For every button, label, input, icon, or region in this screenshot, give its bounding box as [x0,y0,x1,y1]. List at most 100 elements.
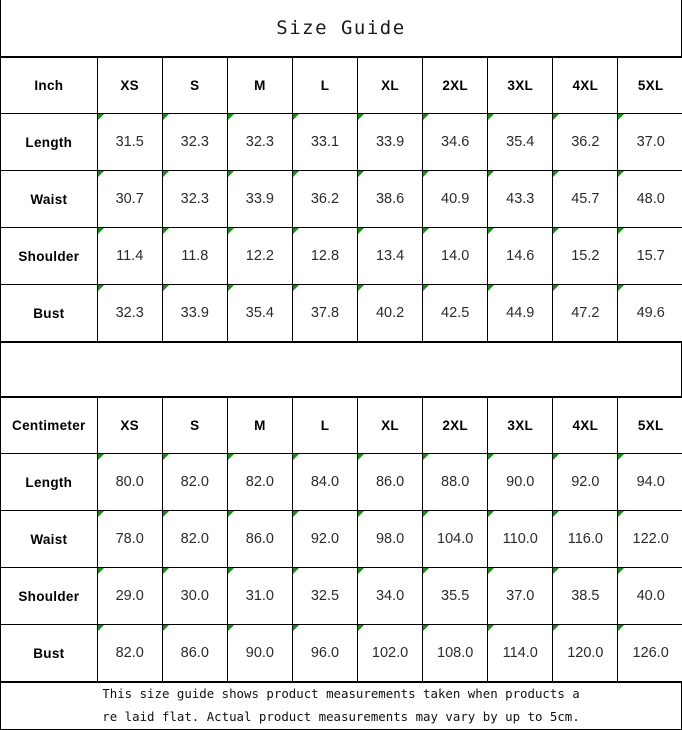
inch-length-2xl: 34.6 [422,113,489,172]
cm-header-l: L [291,397,359,455]
inch-bust-xl: 40.2 [357,284,424,343]
centimeter-table-header-row: Centimeter XS S M L XL 2XL 3XL 4XL 5XL [1,397,682,455]
cm-length-m: 82.0 [226,453,293,512]
inch-header-4xl: 4XL [552,57,619,115]
inch-length-5xl: 37.0 [617,113,682,172]
cm-length-s: 82.0 [161,453,228,512]
cm-length-2xl: 88.0 [422,453,489,512]
table-row: Bust 32.3 33.9 35.4 37.8 40.2 42.5 44.9 … [1,284,682,343]
centimeter-unit-header: Centimeter [1,397,98,455]
cm-length-5xl: 94.0 [617,453,682,512]
inch-waist-3xl: 43.3 [487,170,554,229]
cm-shoulder-4xl: 38.5 [552,567,619,626]
inch-header-s: S [161,57,228,115]
cm-bust-l: 96.0 [291,624,359,683]
cm-waist-xs: 78.0 [96,510,163,569]
inch-waist-4xl: 45.7 [552,170,619,229]
inch-waist-xl: 38.6 [357,170,424,229]
cm-shoulder-2xl: 35.5 [422,567,489,626]
inch-unit-header: Inch [1,57,98,115]
inch-waist-s: 32.3 [161,170,228,229]
cm-length-3xl: 90.0 [487,453,554,512]
inch-waist-xs: 30.7 [96,170,163,229]
inch-header-xs: XS [96,57,163,115]
inch-waist-2xl: 40.9 [422,170,489,229]
inch-shoulder-5xl: 15.7 [617,227,682,286]
inch-header-5xl: 5XL [617,57,682,115]
cm-header-s: S [161,397,228,455]
table-row: Shoulder 11.4 11.8 12.2 12.8 13.4 14.0 1… [1,227,682,286]
cm-header-4xl: 4XL [552,397,619,455]
inch-row-label-bust: Bust [1,284,98,343]
inch-length-s: 32.3 [161,113,228,172]
table-row: Shoulder 29.0 30.0 31.0 32.5 34.0 35.5 3… [1,567,682,626]
cm-row-label-length: Length [1,453,98,512]
footer-note-text: This size guide shows product measuremen… [102,686,580,725]
inch-table-header-row: Inch XS S M L XL 2XL 3XL 4XL 5XL [1,57,682,115]
inch-bust-4xl: 47.2 [552,284,619,343]
table-row: Bust 82.0 86.0 90.0 96.0 102.0 108.0 114… [1,624,682,683]
cm-length-xl: 86.0 [357,453,424,512]
cm-waist-3xl: 110.0 [487,510,554,569]
centimeter-size-table: Centimeter XS S M L XL 2XL 3XL 4XL 5XL L… [1,397,682,683]
inch-bust-5xl: 49.6 [617,284,682,343]
inch-header-l: L [291,57,359,115]
cm-shoulder-xs: 29.0 [96,567,163,626]
footer-note: This size guide shows product measuremen… [1,682,681,730]
cm-waist-l: 92.0 [291,510,359,569]
inch-header-2xl: 2XL [422,57,489,115]
inch-shoulder-4xl: 15.2 [552,227,619,286]
inch-bust-s: 33.9 [161,284,228,343]
inch-shoulder-l: 12.8 [291,227,359,286]
table-row: Length 80.0 82.0 82.0 84.0 86.0 88.0 90.… [1,453,682,512]
inch-bust-2xl: 42.5 [422,284,489,343]
cm-waist-xl: 98.0 [357,510,424,569]
inch-shoulder-xl: 13.4 [357,227,424,286]
inch-row-label-waist: Waist [1,170,98,229]
inch-bust-l: 37.8 [291,284,359,343]
cm-shoulder-m: 31.0 [226,567,293,626]
inch-shoulder-3xl: 14.6 [487,227,554,286]
cm-shoulder-5xl: 40.0 [617,567,682,626]
page-title-text: Size Guide [276,17,406,40]
cm-header-m: M [226,397,293,455]
cm-row-label-bust: Bust [1,624,98,683]
inch-header-m: M [226,57,293,115]
inch-shoulder-2xl: 14.0 [422,227,489,286]
inch-length-m: 32.3 [226,113,293,172]
cm-bust-s: 86.0 [161,624,228,683]
cm-shoulder-xl: 34.0 [357,567,424,626]
inch-row-label-shoulder: Shoulder [1,227,98,286]
inch-row-label-length: Length [1,113,98,172]
cm-waist-2xl: 104.0 [422,510,489,569]
cm-header-xs: XS [96,397,163,455]
table-separator-band [1,342,681,398]
cm-shoulder-l: 32.5 [291,567,359,626]
cm-length-xs: 80.0 [96,453,163,512]
inch-length-xs: 31.5 [96,113,163,172]
inch-bust-3xl: 44.9 [487,284,554,343]
inch-length-3xl: 35.4 [487,113,554,172]
cm-bust-xs: 82.0 [96,624,163,683]
inch-shoulder-s: 11.8 [161,227,228,286]
cm-waist-s: 82.0 [161,510,228,569]
cm-waist-m: 86.0 [226,510,293,569]
cm-shoulder-s: 30.0 [161,567,228,626]
inch-header-3xl: 3XL [487,57,554,115]
cm-bust-5xl: 126.0 [617,624,682,683]
cm-header-5xl: 5XL [617,397,682,455]
table-row: Waist 30.7 32.3 33.9 36.2 38.6 40.9 43.3… [1,170,682,229]
cm-header-xl: XL [357,397,424,455]
inch-size-table: Inch XS S M L XL 2XL 3XL 4XL 5XL Length … [1,57,682,343]
inch-length-4xl: 36.2 [552,113,619,172]
cm-row-label-shoulder: Shoulder [1,567,98,626]
cm-shoulder-3xl: 37.0 [487,567,554,626]
cm-length-l: 84.0 [291,453,359,512]
inch-waist-5xl: 48.0 [617,170,682,229]
cm-bust-2xl: 108.0 [422,624,489,683]
inch-waist-m: 33.9 [226,170,293,229]
cm-header-3xl: 3XL [487,397,554,455]
cm-waist-4xl: 116.0 [552,510,619,569]
inch-waist-l: 36.2 [291,170,359,229]
